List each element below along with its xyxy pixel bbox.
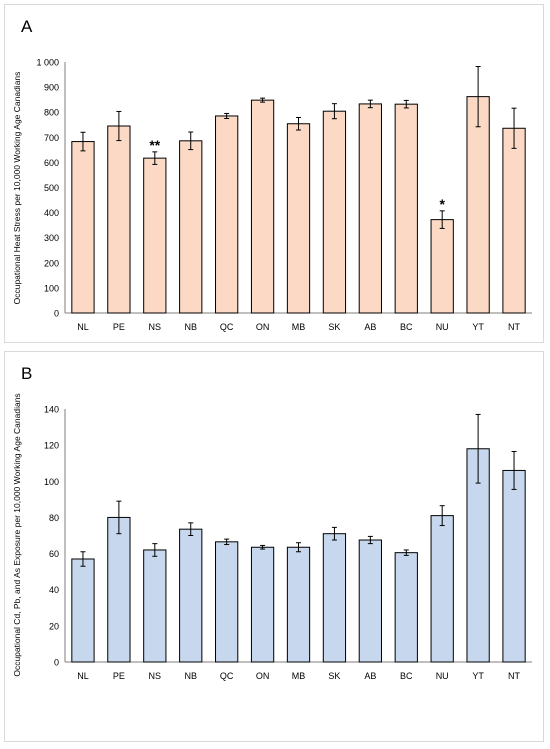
- x-tick-label-qc: QC: [220, 322, 234, 332]
- x-tick-label-ab: AB: [364, 322, 376, 332]
- x-tick-label-nt: NT: [508, 322, 520, 332]
- bar-pe: [107, 516, 131, 663]
- y-tick-label: 60: [49, 549, 59, 559]
- bar-nt: [502, 127, 526, 314]
- y-tick-label: 100: [44, 477, 59, 487]
- x-tick-label-pe: PE: [113, 322, 125, 332]
- y-tick-label: 100: [44, 283, 59, 293]
- x-tick-label-sk: SK: [328, 322, 340, 332]
- x-tick-label-pe: PE: [113, 671, 125, 681]
- x-tick-label-mb: MB: [292, 322, 306, 332]
- y-axis-title: Occupational Heat Stress per 10,000 Work…: [12, 72, 22, 305]
- bar-nb: [179, 140, 203, 314]
- x-tick-label-sk: SK: [328, 671, 340, 681]
- x-tick-label-nb: NB: [184, 671, 197, 681]
- bar-pe: [107, 125, 131, 314]
- bar-bc: [394, 552, 418, 663]
- chart-b: 0 20 40 60 80 100 120 140 Occupational Cd, Pb, a…: [12, 393, 532, 681]
- bar-nl: [71, 558, 95, 663]
- y-tick-label: 200: [44, 258, 59, 268]
- bar-on: [250, 99, 275, 314]
- bar-sk: [322, 110, 347, 314]
- x-tick-label-on: ON: [256, 322, 270, 332]
- bar-mb: [286, 123, 311, 314]
- bar-nl: [71, 141, 95, 314]
- bar-ns: [143, 157, 167, 314]
- significance-marker: *: [439, 196, 445, 212]
- x-tick-label-yt: YT: [472, 322, 484, 332]
- y-tick-label: 300: [44, 233, 59, 243]
- y-tick-label: 800: [44, 108, 59, 118]
- bar-nu: [430, 515, 454, 663]
- x-tick-label-nl: NL: [77, 322, 89, 332]
- bar-mb: [286, 546, 311, 663]
- x-tick-label-nu: NU: [436, 671, 449, 681]
- y-tick-label: 500: [44, 183, 59, 193]
- chart-panel-b: B 0 20 40 60 80 100 120 140 Occupational Cd, Pb,…: [4, 351, 544, 742]
- x-tick-label-bc: BC: [400, 322, 413, 332]
- y-tick-label: 0: [54, 309, 59, 319]
- bar-on: [250, 546, 275, 663]
- x-tick-label-nt: NT: [508, 671, 520, 681]
- x-tick-label-yt: YT: [472, 671, 484, 681]
- bar-qc: [215, 541, 239, 663]
- x-tick-label-qc: QC: [220, 671, 234, 681]
- bar-nt: [502, 469, 526, 663]
- x-tick-label-ns: NS: [149, 322, 162, 332]
- y-tick-label: 0: [54, 658, 59, 668]
- y-axis-title: Occupational Cd, Pb, and As Exposure per…: [12, 393, 22, 676]
- y-tick-label: 900: [44, 83, 59, 93]
- y-tick-label: 80: [49, 513, 59, 523]
- chart-panel-a: A 0 100 200 300 400 500 600 700 800 900 1 000 Occup…: [4, 4, 544, 343]
- bar-qc: [215, 115, 239, 314]
- bar-nb: [179, 528, 203, 663]
- bar-bc: [394, 103, 418, 314]
- significance-marker: **: [149, 137, 160, 153]
- x-tick-label-nb: NB: [184, 322, 197, 332]
- y-tick-label: 600: [44, 158, 59, 168]
- x-tick-label-on: ON: [256, 671, 270, 681]
- bar-ns: [143, 549, 167, 663]
- x-tick-label-ab: AB: [364, 671, 376, 681]
- y-tick-label: 120: [44, 441, 59, 451]
- bar-yt: [466, 96, 490, 314]
- bar-ab: [358, 539, 382, 663]
- bar-sk: [322, 533, 347, 663]
- bar-ab: [358, 103, 382, 314]
- y-tick-label: 400: [44, 208, 59, 218]
- y-tick-label: 40: [49, 585, 59, 595]
- y-tick-label: 700: [44, 133, 59, 143]
- y-tick-label: 20: [49, 621, 59, 631]
- x-tick-label-nu: NU: [436, 322, 449, 332]
- y-tick-label: 1 000: [36, 58, 59, 68]
- x-tick-label-bc: BC: [400, 671, 413, 681]
- x-tick-label-mb: MB: [292, 671, 306, 681]
- y-tick-label: 140: [44, 405, 59, 415]
- x-tick-label-nl: NL: [77, 671, 89, 681]
- x-tick-label-ns: NS: [149, 671, 162, 681]
- panel-label: B: [21, 364, 33, 383]
- bar-nu: [430, 219, 454, 314]
- panel-label: A: [21, 17, 33, 36]
- chart-a: 0 100 200 300 400 500 600 700 800 900 1 000 Occupat…: [12, 58, 532, 332]
